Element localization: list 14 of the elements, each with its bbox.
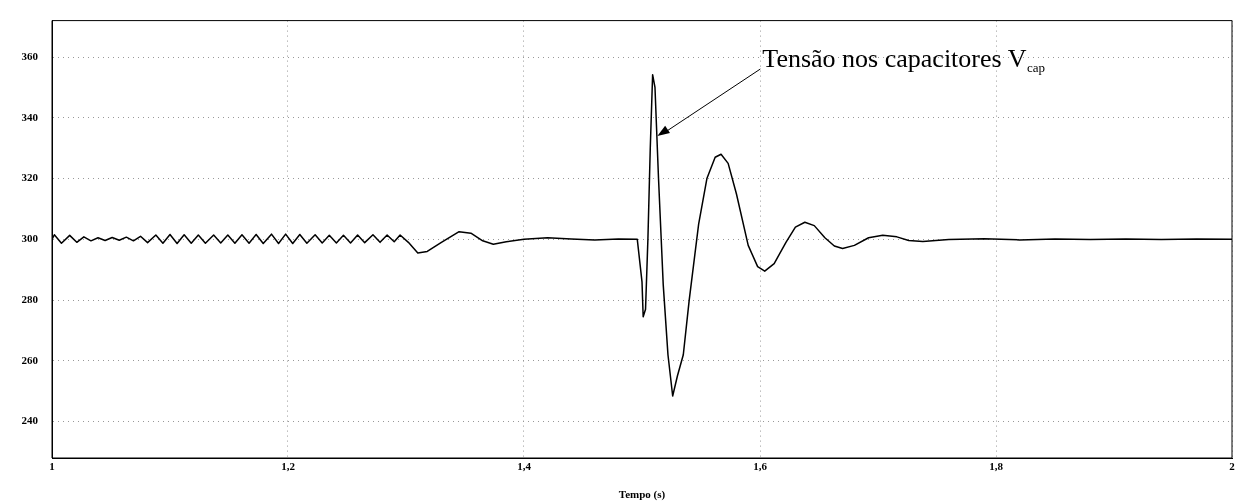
x-tick-label: 1 [49,460,55,473]
x-tick-label: 1,6 [753,460,768,473]
x-tick-label: 1,8 [989,460,1004,473]
y-tick-label: 280 [21,292,39,305]
x-tick-label: 1,2 [281,460,296,473]
y-tick-label: 240 [21,414,39,427]
x-tick-label: 2 [1229,460,1236,473]
x-tick-label: 1,4 [517,460,532,473]
y-tick-label: 360 [21,49,39,62]
y-tick-label: 260 [21,353,39,366]
x-axis-title: Tempo (s) [618,488,666,502]
y-tick-label: 340 [21,110,39,123]
y-tick-label: 300 [21,232,39,245]
y-tick-label: 320 [21,171,39,184]
